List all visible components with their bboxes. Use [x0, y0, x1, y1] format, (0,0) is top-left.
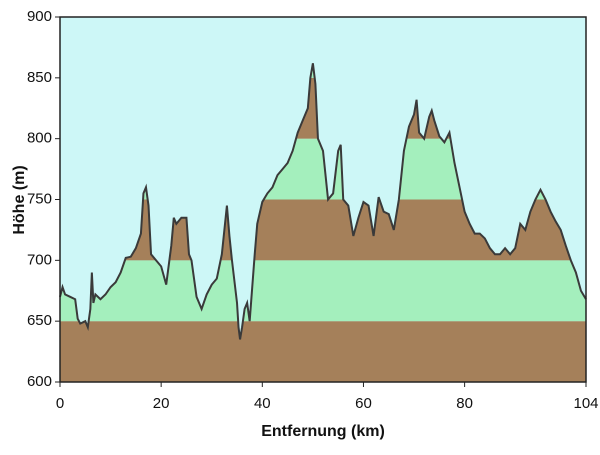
y-tick-label: 850: [27, 69, 52, 86]
x-tick-label: 40: [254, 395, 271, 412]
y-tick-label: 900: [27, 8, 52, 25]
y-tick-label: 600: [27, 373, 52, 390]
y-tick-label: 750: [27, 190, 52, 207]
elevation-band: [60, 321, 586, 382]
elevation-line: [59, 63, 587, 340]
y-tick-label: 800: [27, 130, 52, 147]
x-axis-label: Entfernung (km): [261, 423, 385, 440]
x-tick-label: 0: [56, 395, 64, 412]
y-axis-label: Höhe (m): [11, 165, 28, 234]
y-tick-label: 700: [27, 251, 52, 268]
x-tick-label: 20: [153, 395, 170, 412]
x-tick-label: 60: [355, 395, 372, 412]
y-tick-label: 650: [27, 312, 52, 329]
x-tick-label: 80: [456, 395, 473, 412]
elevation-band: [60, 260, 586, 322]
x-tick-label: 104: [573, 395, 598, 412]
